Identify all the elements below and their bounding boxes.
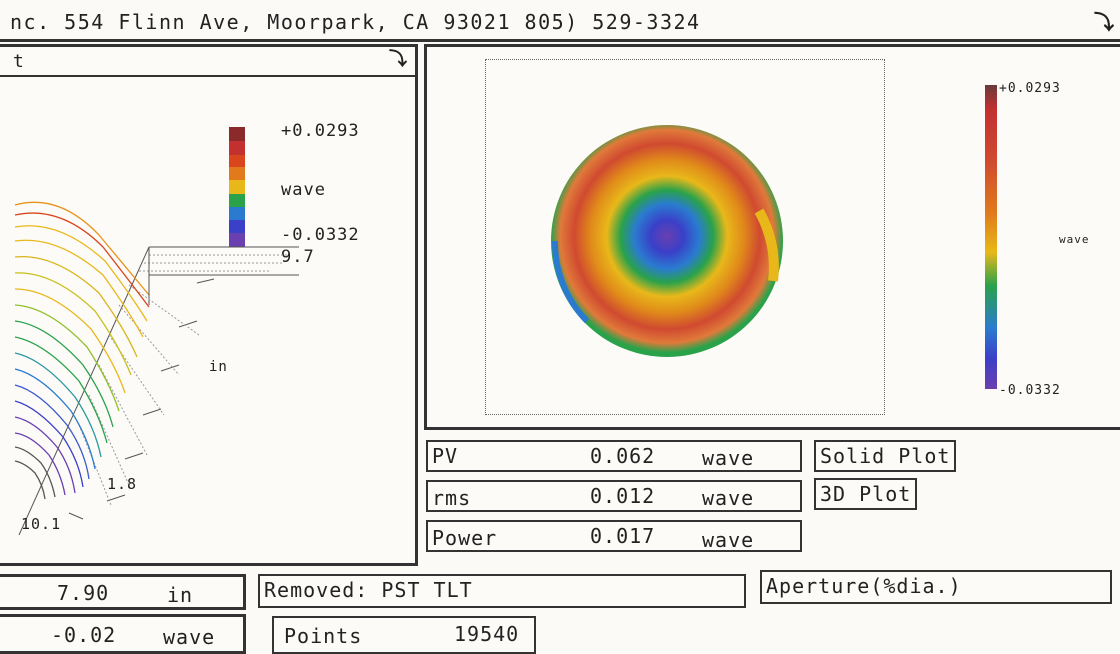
plot-3d-title: t [13, 51, 25, 72]
plot-3d-button[interactable]: 3D Plot [814, 478, 918, 510]
scale-max-label: +0.0293 [281, 121, 360, 141]
offset-box: -0.02 wave [0, 614, 246, 654]
color-scale-bar [229, 127, 245, 247]
diameter-box: 7.90 in [0, 574, 246, 610]
removed-label: Removed: PST TLT [264, 578, 473, 602]
stat-power-unit: wave [702, 528, 755, 552]
resize-icon[interactable]: ⤵ [1094, 10, 1114, 34]
surface-map [551, 125, 783, 357]
scale-min-label: -0.0332 [281, 225, 360, 245]
points-box: Points 19540 [272, 616, 536, 654]
stat-pv-label: PV [432, 444, 459, 468]
plot-3d-panel: t ⤵ +0.0293 wave -0.0332 9.7 [0, 44, 418, 566]
stat-pv-value: 0.062 [590, 444, 656, 468]
map-frame [485, 59, 885, 415]
aperture-label: Aperture(%dia.) [766, 574, 962, 598]
stat-power-value: 0.017 [590, 524, 656, 548]
axis-unit-label: in [209, 359, 228, 375]
stat-power-label: Power [432, 526, 498, 550]
diameter-unit: in [167, 583, 194, 607]
stat-rms-value: 0.012 [590, 484, 656, 508]
stat-rms-unit: wave [702, 486, 755, 510]
solid-plot-button[interactable]: Solid Plot [814, 440, 957, 472]
header-text: nc. 554 Flinn Ave, Moorpark, CA 93021 80… [10, 10, 701, 34]
map-scale-unit: wave [1059, 233, 1090, 246]
stat-pv-box: PV 0.062 wave [426, 440, 802, 472]
axis-value-b: 10.1 [21, 515, 62, 533]
offset-unit: wave [163, 625, 216, 649]
points-value: 19540 [454, 622, 520, 646]
diameter-value: 7.90 [57, 581, 110, 605]
points-label: Points [284, 624, 363, 648]
contour-map-panel: +0.0293 wave -0.0332 [424, 44, 1120, 430]
axis-value-a: 1.8 [107, 475, 138, 493]
map-color-scale [985, 85, 997, 389]
stat-rms-label: rms [432, 486, 472, 510]
scale-unit-label: wave [281, 180, 326, 200]
resize-icon[interactable]: ⤵ [389, 49, 407, 70]
offset-value: -0.02 [51, 623, 117, 647]
aperture-box[interactable]: Aperture(%dia.) [760, 570, 1112, 604]
plot-3d-titlebar: t ⤵ [0, 47, 415, 77]
stat-power-box: Power 0.017 wave [426, 520, 802, 552]
z-value-label: 9.7 [281, 247, 315, 267]
map-scale-max: +0.0293 [999, 81, 1061, 96]
stat-pv-unit: wave [702, 446, 755, 470]
surface-3d-plot [14, 201, 299, 536]
color-scale-svg [229, 127, 245, 247]
header-bar: nc. 554 Flinn Ave, Moorpark, CA 93021 80… [0, 2, 1120, 42]
removed-box: Removed: PST TLT [258, 574, 746, 608]
stat-rms-box: rms 0.012 wave [426, 480, 802, 512]
map-scale-min: -0.0332 [999, 383, 1061, 398]
